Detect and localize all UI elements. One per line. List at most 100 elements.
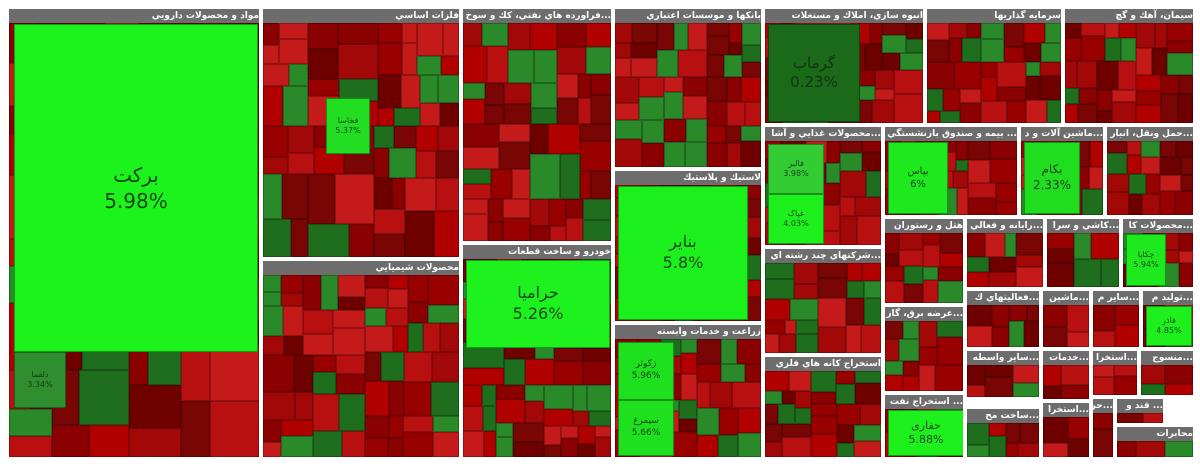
stock-tile[interactable] [664,77,683,92]
stock-tile[interactable] [862,152,881,171]
stock-tile[interactable]: دلقما 3.34% [14,352,66,408]
stock-tile[interactable] [903,361,919,376]
stock-tile[interactable] [885,361,903,375]
stock-tile[interactable] [737,339,761,364]
stock-tile[interactable] [1065,38,1081,61]
stock-tile[interactable] [631,43,657,58]
stock-tile[interactable] [1024,43,1041,62]
stock-tile[interactable] [433,432,459,457]
stock-tile[interactable] [1160,157,1181,175]
stock-tile[interactable] [949,38,962,62]
stock-tile[interactable] [557,98,578,124]
stock-tile[interactable] [591,74,611,95]
stock-tile[interactable] [1043,365,1061,386]
stock-tile[interactable] [923,233,940,245]
stock-tile[interactable] [906,39,923,53]
stock-tile[interactable] [960,89,981,103]
stock-tile[interactable] [894,70,923,94]
stock-tile[interactable] [1043,417,1068,443]
stock-tile[interactable] [967,257,989,272]
stock-tile[interactable] [587,385,611,411]
stock-tile[interactable] [707,126,726,143]
stock-tile[interactable] [1006,423,1020,443]
stock-tile[interactable] [583,348,611,361]
stock-tile[interactable] [1026,100,1047,123]
stock-tile[interactable] [1009,321,1024,347]
stock-tile[interactable] [335,174,374,224]
stock-tile[interactable] [811,404,837,416]
stock-tile[interactable]: فالبر 3.98% [768,144,824,194]
stock-tile[interactable] [463,46,487,83]
stock-tile[interactable] [981,101,1007,123]
stock-tile[interactable] [765,391,782,404]
stock-tile[interactable] [657,50,678,77]
stock-tile[interactable] [1082,189,1103,215]
stock-tile[interactable] [940,233,963,253]
stock-tile[interactable] [937,321,963,337]
stock-tile[interactable] [1136,91,1161,105]
stock-tile[interactable] [1141,157,1160,174]
stock-tile[interactable] [338,297,365,310]
stock-tile[interactable] [765,263,794,279]
stock-tile[interactable] [1068,417,1089,439]
stock-tile[interactable] [408,302,428,323]
stock-tile[interactable] [438,126,459,151]
stock-tile[interactable] [697,382,710,408]
stock-tile[interactable] [719,408,738,435]
stock-tile[interactable] [381,352,404,381]
stock-tile[interactable] [765,442,782,457]
stock-tile[interactable] [794,263,818,284]
stock-tile[interactable] [544,445,561,457]
stock-tile[interactable] [485,105,504,124]
stock-tile[interactable] [866,171,881,197]
stock-tile[interactable] [811,416,837,434]
stock-tile[interactable] [308,79,339,96]
stock-tile[interactable] [904,284,923,303]
stock-tile[interactable] [738,408,761,433]
stock-tile[interactable] [321,275,338,310]
stock-tile[interactable] [463,99,485,124]
stock-tile[interactable] [790,299,818,320]
stock-tile[interactable] [1160,141,1176,157]
stock-tile[interactable] [530,226,550,241]
stock-tile[interactable] [721,364,745,382]
stock-tile[interactable] [531,83,557,108]
stock-tile[interactable] [927,89,943,111]
stock-tile[interactable] [586,23,611,47]
stock-tile[interactable] [482,23,508,46]
stock-tile[interactable] [488,222,503,241]
stock-tile[interactable] [1136,441,1165,457]
stock-tile[interactable] [904,266,923,284]
stock-tile[interactable] [732,382,761,408]
stock-tile[interactable] [940,253,963,267]
stock-tile[interactable] [1024,321,1039,347]
stock-tile[interactable] [1117,413,1143,423]
stock-tile[interactable] [365,416,389,438]
stock-tile[interactable] [860,404,881,425]
stock-tile[interactable] [1115,305,1139,325]
stock-tile[interactable] [875,70,894,89]
stock-tile[interactable] [1107,174,1129,192]
stock-tile[interactable] [782,437,811,457]
stock-tile[interactable] [688,23,707,50]
stock-tile[interactable] [1093,377,1114,395]
stock-tile[interactable] [864,298,881,325]
stock-tile[interactable] [561,438,578,457]
stock-tile[interactable] [1040,62,1061,76]
stock-tile[interactable] [1179,233,1193,251]
stock-tile[interactable] [548,124,580,154]
stock-tile[interactable] [284,336,303,355]
stock-tile[interactable] [837,404,860,425]
stock-tile[interactable] [795,408,811,424]
stock-tile[interactable] [496,423,513,437]
stock-tile[interactable] [1117,441,1136,457]
stock-tile[interactable] [1143,413,1163,423]
stock-tile[interactable] [846,325,861,353]
stock-tile[interactable] [129,385,181,428]
stock-tile[interactable] [639,97,664,120]
stock-tile[interactable] [374,126,394,148]
stock-tile[interactable] [981,23,1004,39]
stock-tile[interactable] [440,103,459,126]
stock-tile[interactable] [1121,38,1136,61]
stock-tile[interactable] [899,233,923,250]
